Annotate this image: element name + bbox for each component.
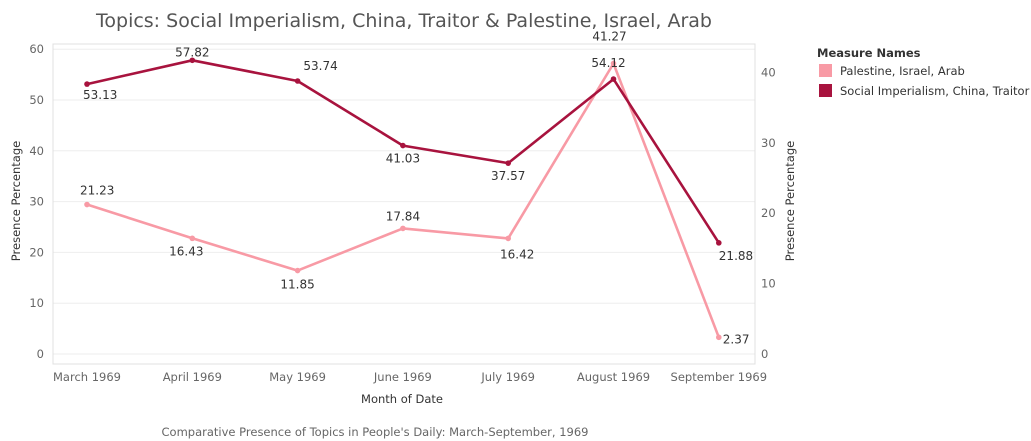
x-axis-ticks: March 1969 April 1969 May 1969 June 1969 Jul… (53, 370, 767, 384)
data-point-palestine (84, 201, 90, 208)
data-label: 37.57 (491, 169, 525, 183)
legend-swatch-social-imperialism (819, 84, 832, 97)
left-tick-label: 20 (29, 245, 44, 259)
data-label: 53.13 (83, 88, 117, 102)
left-tick-label: 40 (29, 144, 44, 158)
right-tick-label: 40 (761, 65, 776, 79)
chart-caption: Comparative Presence of Topics in People… (162, 425, 589, 439)
x-tick-label: September 1969 (671, 370, 768, 384)
data-label: 21.88 (719, 249, 753, 263)
x-axis-label: Month of Date (361, 392, 443, 406)
x-tick-label: July 1969 (480, 370, 535, 384)
plot-frame (52, 43, 756, 365)
x-tick-label: April 1969 (163, 370, 222, 384)
right-tick-label: 20 (761, 206, 776, 220)
data-point-palestine (294, 267, 301, 274)
data-point-social-imperialism (189, 57, 196, 64)
data-point-social-imperialism (610, 76, 617, 82)
gridlines (53, 48, 755, 355)
data-point-social-imperialism (294, 78, 301, 84)
x-tick-label: August 1969 (577, 370, 650, 384)
data-label: 57.82 (175, 45, 209, 59)
data-point-social-imperialism (400, 142, 406, 149)
right-axis-label: Presence Percentage (783, 141, 797, 261)
data-label: 41.27 (592, 29, 626, 43)
legend: Measure Names Palestine, Israel, Arab So… (817, 46, 1030, 98)
data-label: 17.84 (386, 209, 420, 223)
data-label: 54.12 (591, 56, 625, 70)
legend-item-palestine: Palestine, Israel, Arab (840, 64, 965, 78)
right-tick-label: 10 (761, 277, 776, 291)
data-label: 16.43 (169, 244, 203, 258)
series-line-palestine (86, 62, 721, 338)
series-layer (84, 57, 722, 341)
right-tick-label: 30 (761, 136, 776, 150)
legend-swatch-palestine (819, 64, 832, 77)
x-tick-label: June 1969 (373, 370, 432, 384)
x-tick-label: May 1969 (269, 370, 326, 384)
left-tick-label: 60 (29, 42, 44, 56)
left-axis-ticks: 0 10 20 30 40 50 60 (29, 42, 44, 361)
left-axis-label: Presence Percentage (9, 141, 23, 261)
legend-title: Measure Names (817, 46, 921, 60)
left-tick-label: 50 (29, 93, 44, 107)
data-point-palestine (189, 235, 196, 242)
data-label: 41.03 (386, 152, 420, 166)
data-point-social-imperialism (716, 240, 722, 246)
right-tick-label: 0 (761, 347, 768, 361)
left-tick-label: 10 (29, 296, 44, 310)
legend-item-social-imperialism: Social Imperialism, China, Traitor (840, 84, 1030, 98)
left-tick-label: 0 (37, 347, 44, 361)
right-axis-ticks: 0 10 20 30 40 (761, 65, 776, 361)
data-label: 16.42 (500, 247, 534, 261)
data-label: 21.23 (80, 184, 114, 198)
data-point-social-imperialism (505, 160, 512, 166)
data-point-palestine (505, 235, 512, 242)
data-label: 11.85 (280, 278, 314, 292)
data-label: 2.37 (723, 332, 750, 346)
data-point-social-imperialism (84, 81, 90, 87)
x-tick-label: March 1969 (53, 370, 121, 384)
data-point-palestine (400, 225, 406, 232)
chart-title: Topics: Social Imperialism, China, Trait… (95, 10, 712, 32)
data-label: 53.74 (303, 59, 337, 73)
left-tick-label: 30 (29, 195, 44, 209)
data-point-palestine (610, 60, 617, 67)
data-labels: 21.23 16.43 11.85 17.84 16.42 41.27 2.37 53.13 5… (80, 29, 753, 346)
data-point-palestine (716, 334, 722, 341)
